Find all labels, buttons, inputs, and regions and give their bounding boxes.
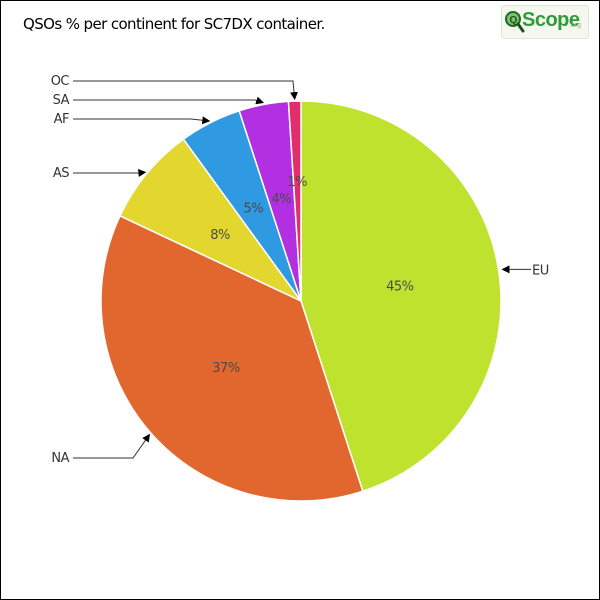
leader-line-oc [73,80,299,101]
svg-text:Q: Q [510,15,518,26]
slice-percent-label: 5% [244,201,264,216]
chart-title: QSOs % per continent for SC7DX container… [23,15,325,33]
logo-text: Scope [522,9,580,31]
category-label-na: NA [51,451,69,466]
slice-percent-label: 8% [210,228,230,243]
leader-line-na [73,433,151,459]
magnifier-q-icon: Q [505,11,525,33]
pie-slice-as [119,138,302,302]
leader-line-af [73,116,211,125]
leader-line-as [73,168,147,177]
category-label-sa: SA [53,93,70,108]
slice-percent-label: 45% [386,279,414,294]
category-label-af: AF [54,112,69,127]
slice-percent-label: 37% [212,361,240,376]
category-label-oc: OC [51,74,70,89]
pie-slice-na [100,214,364,502]
pie-slice-oc [287,100,302,302]
pie-slice-eu [300,100,502,493]
leader-line-sa [73,96,265,105]
slice-percent-label: 1% [287,175,307,190]
category-label-as: AS [53,166,69,181]
logo-suffix: .org [569,22,582,29]
slice-percent-label: 4% [272,192,292,207]
category-label-eu: EU [532,263,549,278]
logo: Q Scope .org [501,5,589,39]
